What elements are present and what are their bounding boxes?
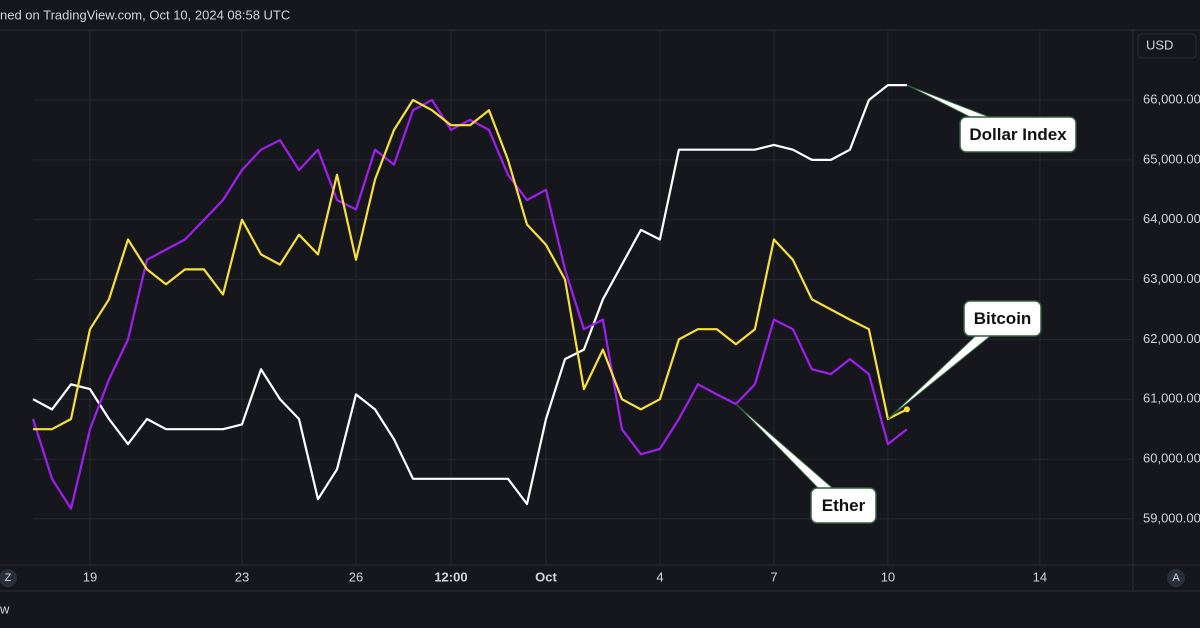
callout-box: [810, 487, 877, 524]
callout-box: [959, 116, 1077, 153]
x-tick-label: 12:00: [434, 569, 467, 584]
series-line: [33, 98, 908, 431]
y-tick-label: 65,000.00: [1143, 151, 1200, 166]
x-tick-label: 19: [83, 569, 97, 584]
auto-button[interactable]: [1167, 569, 1185, 587]
y-tick-label: 63,000.00: [1143, 271, 1200, 286]
zoom-button[interactable]: [0, 569, 17, 587]
x-tick-label: 26: [349, 569, 363, 584]
x-tick-label: 10: [881, 569, 895, 584]
series-line: [32, 84, 907, 506]
footer-text: w: [0, 601, 10, 616]
x-tick-label: 23: [235, 569, 249, 584]
legend-label: Ether: [822, 496, 866, 515]
header-text: ned on TradingView.com, Oct 10, 2024 08:…: [0, 7, 290, 22]
x-tick-label: 14: [1033, 569, 1047, 584]
x-tick-label: 4: [656, 569, 663, 584]
y-tick-label: 64,000.00: [1143, 211, 1200, 226]
legend-label: Bitcoin: [974, 309, 1032, 328]
series-line: [31, 98, 908, 510]
y-tick-label: 60,000.00: [1143, 451, 1200, 466]
zoom-button-label[interactable]: Z: [5, 572, 12, 584]
currency-box[interactable]: [1137, 33, 1197, 59]
y-tick-label: 62,000.00: [1143, 331, 1200, 346]
currency-label[interactable]: USD: [1146, 37, 1173, 52]
last-point: [903, 406, 910, 413]
x-tick-label: 7: [770, 569, 777, 584]
legend-label: Dollar Index: [969, 125, 1067, 144]
callout-box: [963, 300, 1042, 337]
auto-button-label[interactable]: A: [1172, 572, 1180, 584]
footer-bar: [0, 591, 1200, 628]
x-tick-label: Oct: [535, 569, 557, 584]
y-tick-label: 66,000.00: [1143, 91, 1200, 106]
y-tick-label: 61,000.00: [1143, 391, 1200, 406]
y-tick-label: 59,000.00: [1143, 510, 1200, 525]
